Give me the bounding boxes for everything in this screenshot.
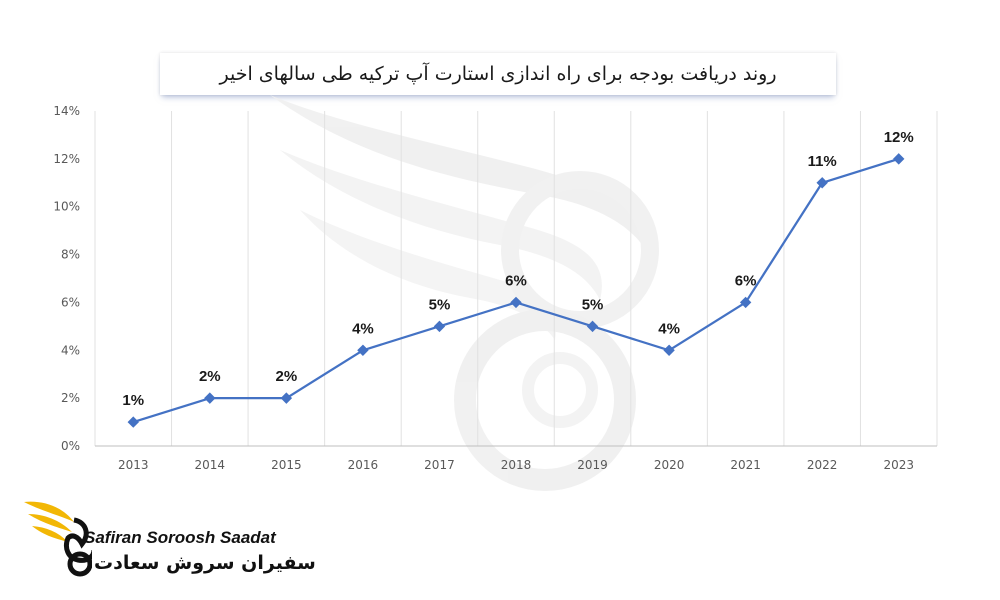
x-tick-label: 2020: [654, 458, 685, 472]
y-tick-label: 2%: [61, 391, 80, 405]
data-label: 2%: [276, 368, 298, 385]
data-label: 4%: [352, 320, 374, 337]
data-point-marker: [816, 177, 828, 189]
data-label: 6%: [735, 272, 757, 289]
data-point-marker: [433, 320, 446, 333]
data-point-marker: [893, 153, 905, 165]
x-tick-label: 2018: [501, 458, 532, 472]
x-tick-label: 2022: [807, 458, 838, 472]
x-tick-label: 2014: [195, 458, 226, 472]
logo-latin-name: Safiran Soroosh Saadat: [84, 528, 276, 547]
data-label: 6%: [505, 272, 527, 289]
data-label: 12%: [884, 129, 914, 146]
data-label: 4%: [658, 320, 680, 337]
x-axis-tick-labels: 2013 2014 2015 2016 2017 2018 2019 2020 2021 2022…: [118, 458, 914, 472]
data-point-marker: [739, 296, 752, 309]
y-axis-tick-labels: 0% 2% 4% 6% 8% 10% 12% 14%: [53, 104, 80, 453]
data-label: 2%: [199, 368, 221, 385]
data-label: 5%: [429, 296, 451, 313]
x-tick-label: 2013: [118, 458, 149, 472]
y-tick-label: 6%: [61, 295, 80, 309]
data-point-marker: [357, 344, 369, 356]
company-logo: Safiran Soroosh Saadat سفیران سروش سعادت: [22, 492, 316, 582]
y-tick-label: 10%: [53, 200, 80, 214]
x-tick-label: 2023: [883, 458, 914, 472]
data-point-marker: [586, 320, 599, 333]
data-point-marker: [127, 416, 139, 428]
data-point-markers: [127, 153, 905, 428]
data-point-marker: [204, 392, 216, 404]
x-tick-label: 2021: [730, 458, 761, 472]
y-tick-label: 4%: [61, 343, 80, 357]
x-tick-label: 2016: [348, 458, 379, 472]
y-tick-label: 8%: [61, 248, 80, 262]
bird-logo-icon: [24, 501, 92, 577]
y-tick-label: 14%: [53, 104, 80, 118]
y-tick-label: 0%: [61, 439, 80, 453]
chart-title-box: روند دریافت بودجه برای راه اندازی استارت…: [160, 53, 836, 95]
data-label: 11%: [808, 153, 837, 170]
data-point-marker: [510, 296, 522, 309]
chart-title: روند دریافت بودجه برای راه اندازی استارت…: [219, 63, 777, 85]
data-label: 5%: [582, 296, 604, 313]
vertical-gridlines: [94, 111, 938, 446]
x-tick-label: 2019: [577, 458, 608, 472]
logo-persian-name: سفیران سروش سعادت: [94, 552, 316, 574]
data-point-marker: [663, 344, 675, 356]
data-labels: 1% 2% 2% 4% 5% 6% 5% 4% 6% 11% 12%: [122, 129, 913, 409]
watermark-bird-logo: [270, 95, 659, 491]
data-point-marker: [280, 392, 293, 404]
x-tick-label: 2017: [424, 458, 455, 472]
x-tick-label: 2015: [271, 458, 302, 472]
data-label: 1%: [122, 392, 144, 409]
y-tick-label: 12%: [53, 152, 80, 166]
